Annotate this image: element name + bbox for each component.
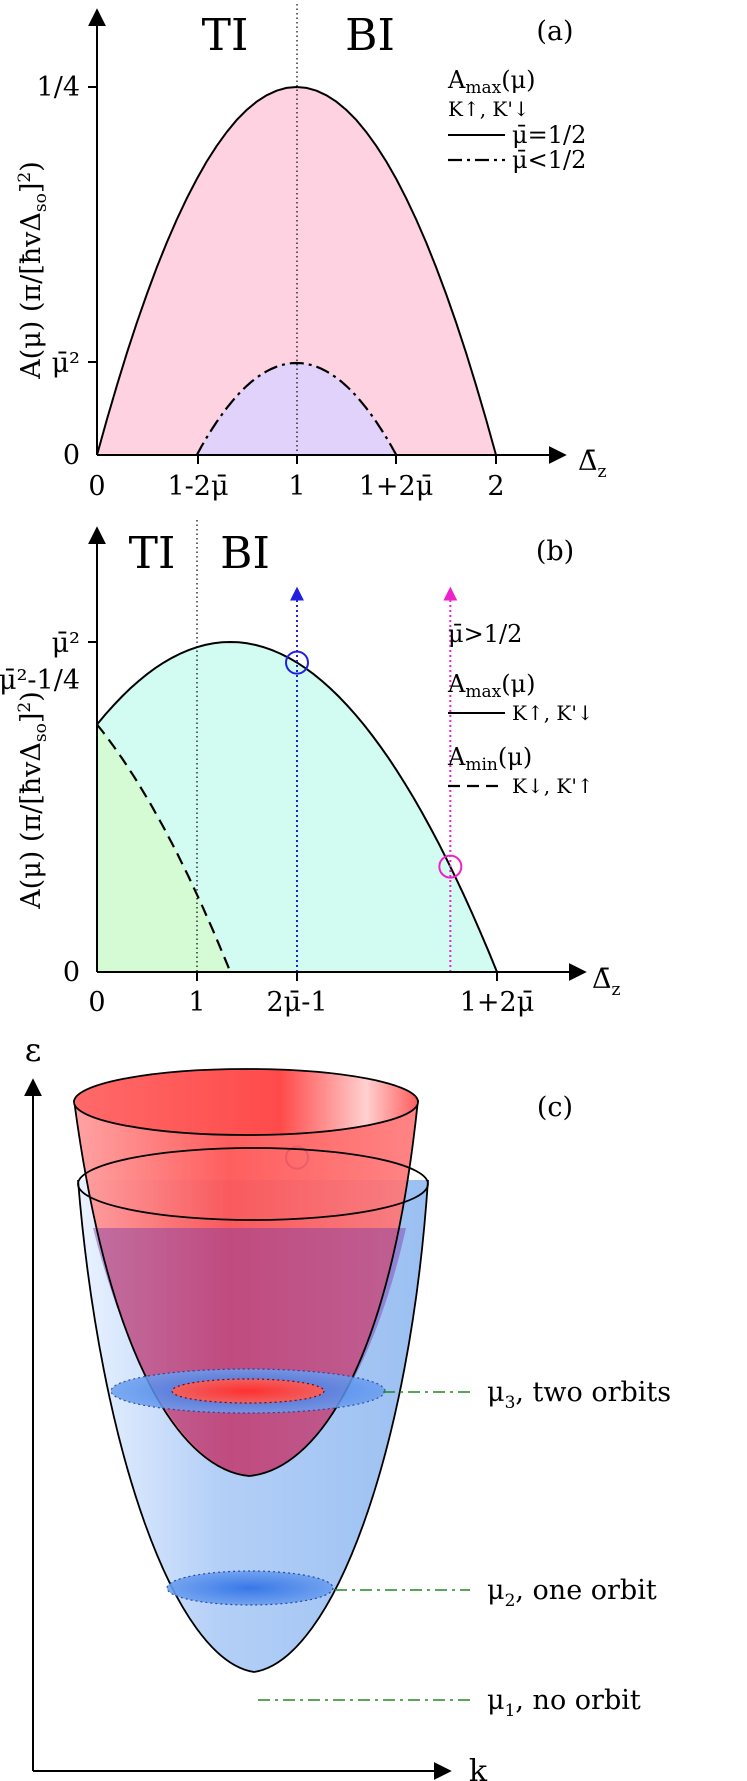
b-curve-dashed <box>96 723 232 973</box>
c-blue-rim <box>77 1147 429 1221</box>
a-ytick-label-0: 0 <box>63 440 80 471</box>
panel-a: 0 μ̄² 1/4 0 1-2μ̄ 1 1+2μ̄ 2 Δ̄z A(μ) (π/… <box>15 4 607 502</box>
a-legend-title: Amax(μ) <box>447 66 536 98</box>
b-xlabel: Δ̄z <box>592 964 621 1000</box>
a-region-bi: BI <box>345 10 395 61</box>
a-ylabel: A(μ) (π/[ħvΔso]2) <box>15 161 51 380</box>
b-panel-label: (b) <box>536 536 574 567</box>
c-mu1-label: μ1, no orbit <box>487 1685 641 1721</box>
a-region-ti: TI <box>202 10 249 61</box>
b-circle-magenta-max <box>438 854 463 879</box>
a-legend-solid-label: μ̄=1/2 <box>512 121 586 149</box>
b-region-bi: BI <box>220 528 270 579</box>
b-ytick-label-0: 0 <box>63 957 80 988</box>
b-legend-min-sub: K↓, K'↑ <box>512 774 594 798</box>
a-panel-label: (a) <box>536 16 573 47</box>
c-blue-cone-outline <box>77 1179 429 1673</box>
c-mu2-label: μ2, one orbit <box>487 1575 657 1611</box>
b-ytick-label-mu2: μ̄² <box>52 628 80 659</box>
b-xtick-label-2mu-1: 2μ̄-1 <box>266 987 327 1018</box>
a-xlabel: Δ̄z <box>578 446 607 482</box>
b-legend-max-label: Amax(μ) <box>447 670 536 702</box>
b-ytick-label-mu2-quarter: μ̄²-1/4 <box>0 665 80 696</box>
b-ylabel: A(μ) (π/[ħvΔso]2) <box>15 691 51 910</box>
c-mu3-red-slice <box>171 1378 325 1404</box>
b-curve-solid <box>96 640 498 973</box>
c-panel-label: (c) <box>537 1092 573 1123</box>
c-overlap-tint <box>93 1228 406 1476</box>
c-xlabel: k <box>469 1754 488 1781</box>
b-xtick-label-1: 1 <box>188 987 205 1018</box>
c-ylabel: ε <box>25 1031 42 1069</box>
a-xtick-label-1: 1 <box>288 471 305 502</box>
a-xtick-label-2: 2 <box>487 471 504 502</box>
a-xtick-label-1-2mu: 1-2μ̄ <box>167 471 228 502</box>
b-legend-max-sub: K↑, K'↓ <box>512 701 594 725</box>
a-xtick-label-0: 0 <box>88 471 105 502</box>
a-ytick-label-mu2: μ̄² <box>52 348 80 379</box>
a-legend-subtitle: K↑, K'↓ <box>448 97 530 121</box>
c-red-top <box>73 1068 419 1136</box>
b-region-ti: TI <box>129 528 176 579</box>
b-xtick-label-0: 0 <box>88 987 105 1018</box>
b-legend-min-label: Amin(μ) <box>447 743 532 775</box>
b-area-sub <box>97 724 231 972</box>
a-legend-dashdot-label: μ̄<1/2 <box>512 146 586 174</box>
a-xtick-label-1+2mu: 1+2μ̄ <box>359 471 434 502</box>
b-circle-blue-max <box>285 650 309 675</box>
b-legend-title: μ̄>1/2 <box>448 620 522 648</box>
c-mu3-label: μ3, two orbits <box>487 1377 671 1413</box>
b-xtick-label-1+2mu: 1+2μ̄ <box>460 987 535 1018</box>
panel-c: ε k (c) μ3, two orbits μ2, one orbit μ1,… <box>24 1031 671 1781</box>
c-mu2-blue-slice <box>166 1570 334 1606</box>
c-red-cone-outline <box>73 1099 419 1477</box>
a-ytick-label-quarter: 1/4 <box>37 72 80 103</box>
a-curve-solid <box>96 85 497 456</box>
a-curve-dashdot <box>195 361 398 456</box>
